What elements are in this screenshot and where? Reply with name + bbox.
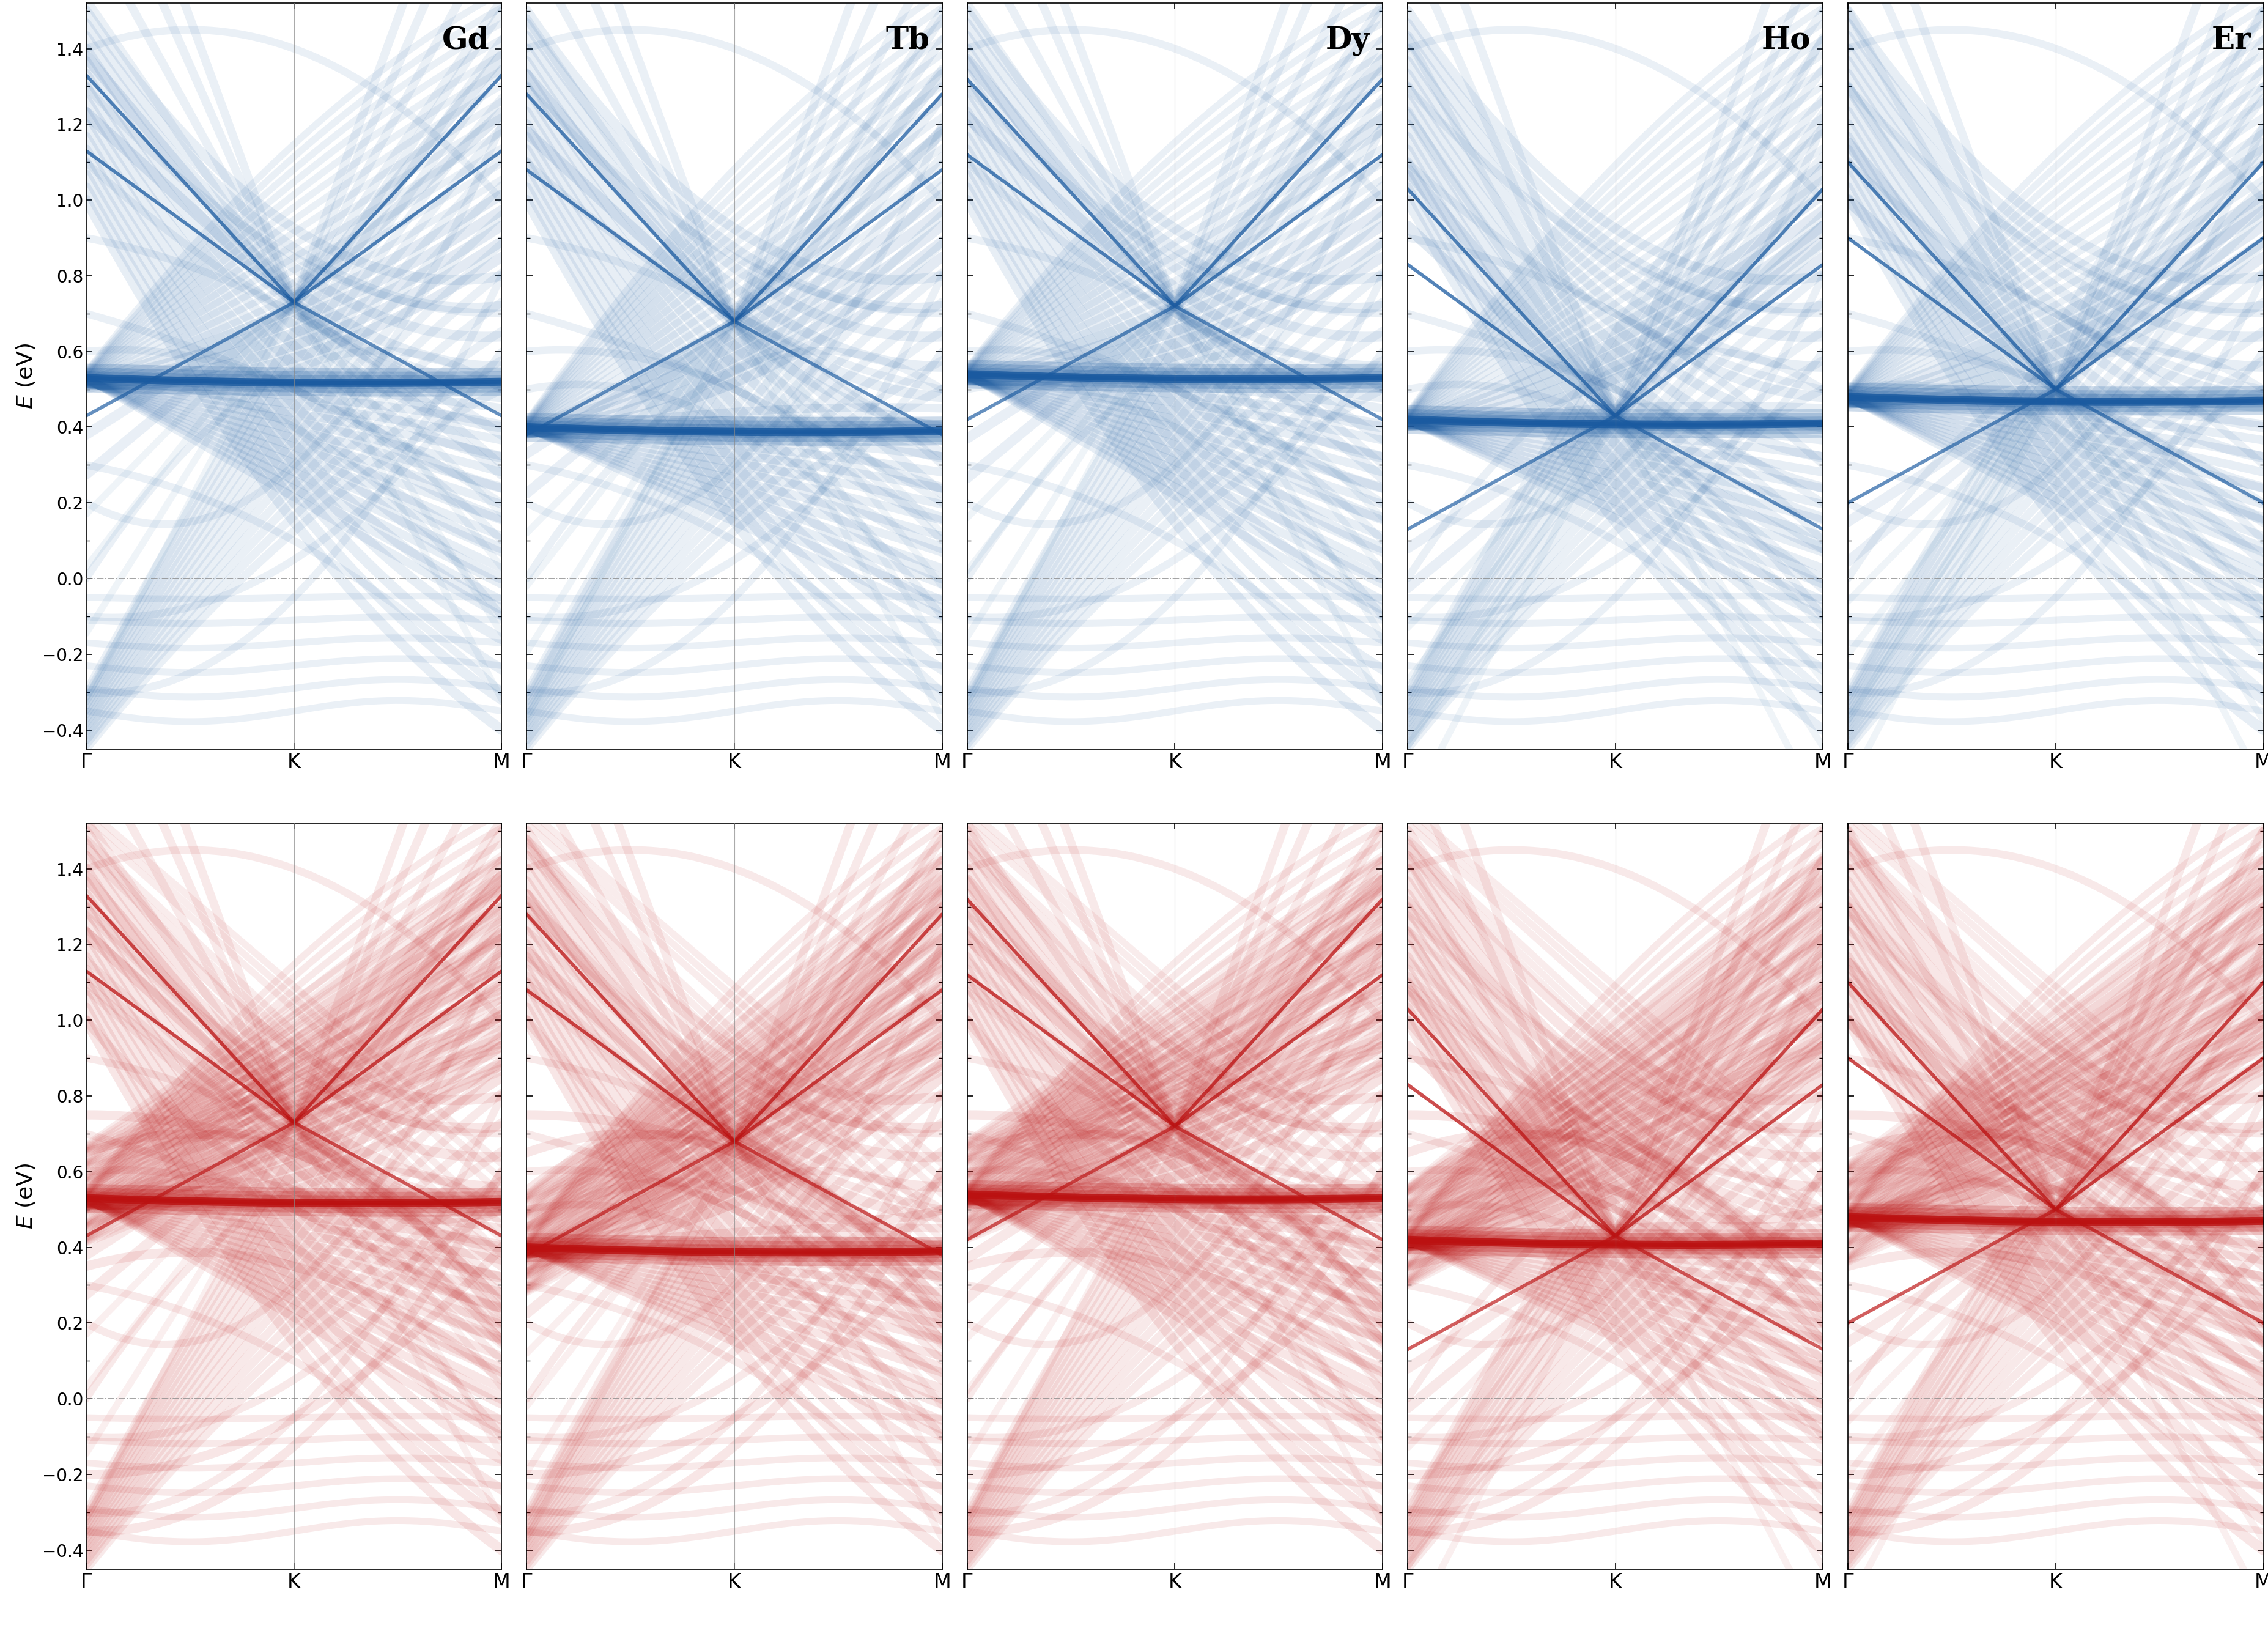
Text: Dy: Dy (1327, 26, 1370, 55)
Text: Tb: Tb (885, 26, 930, 55)
Text: Er: Er (2211, 26, 2252, 55)
Text: Ho: Ho (1762, 26, 1810, 55)
Y-axis label: $E$ (eV): $E$ (eV) (16, 343, 36, 409)
Y-axis label: $E$ (eV): $E$ (eV) (16, 1163, 36, 1230)
Text: Gd: Gd (442, 26, 490, 55)
